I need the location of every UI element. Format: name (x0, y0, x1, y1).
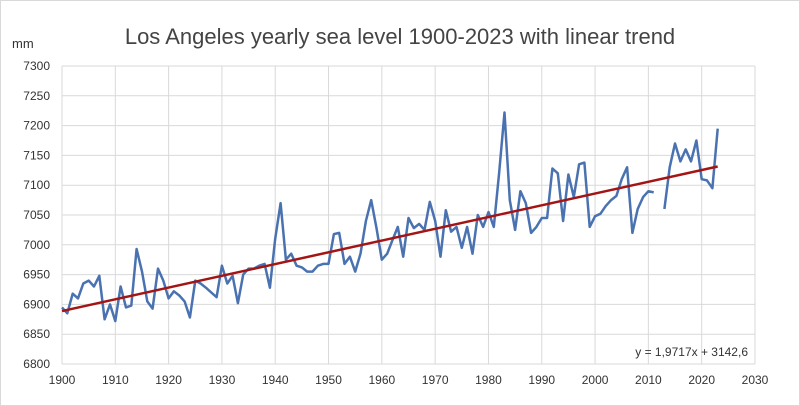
trendline (61, 165, 718, 313)
x-tick-label: 1990 (528, 373, 555, 387)
x-tick-label: 2020 (688, 373, 715, 387)
x-tick-label: 1920 (155, 373, 182, 387)
y-tick-label: 6950 (23, 268, 50, 282)
gridlines (61, 65, 756, 365)
y-tick-label: 7250 (23, 89, 50, 103)
x-tick-label: 1950 (315, 373, 342, 387)
y-tick-label: 6900 (23, 297, 50, 311)
y-axis-unit-label: mm (12, 36, 34, 51)
x-tick-label: 2000 (582, 373, 609, 387)
y-tick-label: 7300 (23, 59, 50, 73)
series-line (61, 111, 654, 323)
chart-title: Los Angeles yearly sea level 1900-2023 w… (125, 24, 675, 49)
x-tick-label: 2010 (635, 373, 662, 387)
x-tick-label: 1910 (102, 373, 129, 387)
x-tick-label: 2030 (742, 373, 769, 387)
y-axis-ticks: 6800 6850 6900 6950 7000 7050 7100 7150 7200 7250… (23, 59, 50, 371)
y-tick-label: 7000 (23, 238, 50, 252)
data-series (61, 111, 719, 323)
x-axis-ticks: 1900 1910 1920 1930 1940 1950 1960 1970 1980 1990… (49, 373, 769, 387)
x-tick-label: 1940 (262, 373, 289, 387)
trendline-group (61, 165, 718, 313)
x-tick-label: 1980 (475, 373, 502, 387)
trend-equation: y = 1,9717x + 3142,6 (635, 345, 748, 359)
y-tick-label: 7200 (23, 119, 50, 133)
y-tick-label: 7100 (23, 178, 50, 192)
x-tick-label: 1970 (422, 373, 449, 387)
y-tick-label: 7050 (23, 208, 50, 222)
series-line (663, 128, 719, 210)
x-tick-label: 1900 (49, 373, 76, 387)
y-tick-label: 6850 (23, 327, 50, 341)
x-tick-label: 1960 (368, 373, 395, 387)
y-tick-label: 7150 (23, 148, 50, 162)
y-tick-label: 6800 (23, 357, 50, 371)
x-tick-label: 1930 (209, 373, 236, 387)
